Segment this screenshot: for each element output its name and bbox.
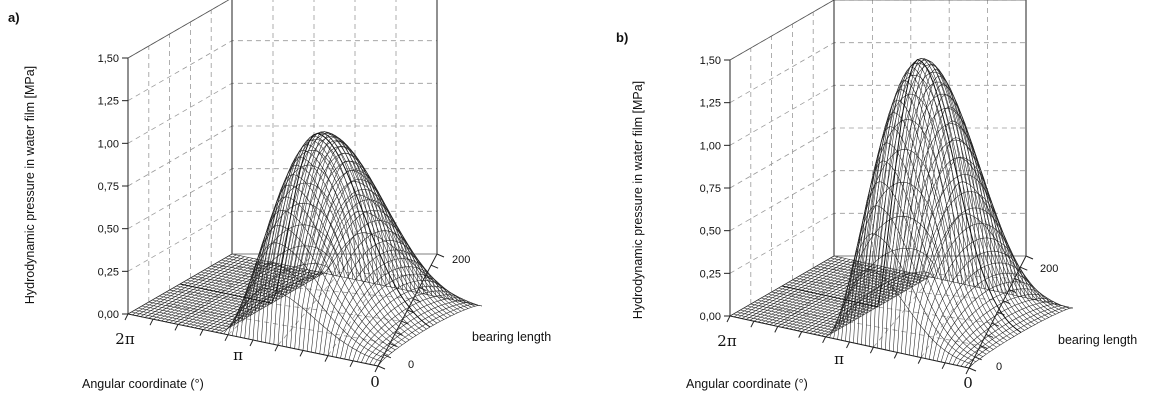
chart-a-y-tick-mark — [430, 264, 439, 269]
chart-a-x-tick-mark — [249, 339, 254, 347]
chart-b-ridge-line — [781, 58, 1022, 333]
chart-a-y-tick-mark — [401, 320, 409, 325]
chart-b-mesh-line — [936, 281, 1042, 362]
chart-b-x-axis-title: Angular coordinate (°) — [686, 377, 808, 391]
chart-b-x-tick-mark — [869, 346, 874, 354]
chart-a-x-tick-mark — [199, 329, 204, 336]
chart-b-z-tick-label: 0,75 — [700, 183, 721, 195]
chart-a-box-top — [127, 0, 230, 59]
chart-b-box-top — [729, 0, 1026, 61]
chart-b-y-tick-mark — [968, 367, 977, 372]
chart-b-x-tick-mark — [726, 315, 731, 323]
chart-a-floor-grid — [327, 253, 397, 356]
chart-a-x-tick-mark — [299, 350, 304, 357]
chart-b-y-tick-mark — [991, 322, 999, 327]
chart-a-x-tick-mark — [274, 344, 279, 352]
chart-b-z-tick-label: 1,50 — [700, 55, 721, 67]
chart-b-x-tick-mark — [941, 362, 946, 370]
chart-b-z-tick-label: 0,00 — [700, 311, 721, 323]
chart-a-x-axis-title: Angular coordinate (°) — [82, 377, 204, 391]
chart-a-floor-grid — [148, 301, 390, 344]
chart-panel-b: 0,00 0,25 0,50 0,75 1,00 1,25 1,50 2π π 0 0 200 Hydr… — [580, 0, 1153, 394]
chart-a-y-tick-label: 200 — [452, 254, 470, 266]
chart-a-panel-label: a) — [8, 10, 20, 25]
chart-b-x-tick-label: 2π — [717, 332, 737, 350]
chart-a-z-tick-label: 0,25 — [98, 266, 119, 278]
chart-a-y-tick-mark — [407, 309, 415, 314]
chart-a-z-tick-label: 1,00 — [98, 138, 119, 150]
chart-b-x-tick-mark — [750, 320, 755, 328]
surface-chart-b: 0,00 0,25 0,50 0,75 1,00 1,25 1,50 2π π 0 0 200 Hydr… — [616, 0, 1137, 392]
chart-a-floor-grid — [177, 253, 274, 325]
chart-a-x-tick-mark — [124, 313, 129, 321]
chart-b-mesh-line — [924, 250, 1030, 359]
chart-b-x-tick-mark — [822, 336, 827, 344]
chart-a-y-tick-mark — [419, 287, 427, 292]
chart-b-y-tick-mark — [1014, 277, 1022, 282]
chart-a-left-wall — [128, 0, 232, 314]
chart-b-z-tick-label: 1,25 — [700, 98, 721, 110]
chart-b-y-tick-label: 0 — [996, 361, 1002, 373]
chart-b-y-tick-mark — [1008, 289, 1017, 294]
chart-b-z-tick-label: 0,50 — [700, 226, 721, 238]
chart-a-x-tick-label: 0 — [370, 373, 380, 391]
chart-b-panel-label: b) — [616, 30, 628, 45]
surface-chart-a: 0,00 0,25 0,50 0,75 1,00 1,25 1,50 2π π 0 0 200 Hydr… — [8, 0, 551, 391]
chart-a-x-tick-mark — [374, 365, 379, 373]
chart-b-y-axis-title: bearing length — [1058, 333, 1137, 347]
chart-a-x-tick-mark — [349, 360, 354, 368]
chart-b-y-tick-mark — [1020, 266, 1028, 271]
chart-a-x-tick-mark — [174, 324, 179, 331]
chart-a-floor-grid — [277, 253, 356, 346]
chart-a-y-tick-mark — [395, 331, 403, 336]
chart-a-floor-grid — [190, 277, 414, 300]
chart-a-y-tick-mark — [377, 365, 386, 370]
chart-a-y-tick-mark — [383, 354, 392, 359]
chart-a-y-tick-mark — [389, 343, 397, 348]
chart-b-z-axis-title: Hydrodynamic pressure in water film [MPa… — [631, 81, 645, 319]
chart-a-x-tick-label: 2π — [115, 330, 135, 348]
chart-a-z-tick-label: 1,50 — [98, 53, 119, 65]
chart-a-y-tick-mark — [425, 275, 433, 280]
chart-a-y-tick-label: 0 — [408, 359, 414, 371]
chart-a-z-axis-title: Hydrodynamic pressure in water film [MPa… — [23, 66, 37, 304]
chart-a-mesh-line — [373, 303, 478, 366]
chart-a-right-wall — [232, 0, 437, 254]
chart-b-x-tick-mark — [774, 326, 779, 333]
chart-b-x-tick-label: π — [834, 350, 844, 368]
chart-b-y-tick-mark — [997, 311, 1005, 316]
chart-a-z-tick-label: 1,25 — [98, 96, 119, 108]
chart-b-z-tick-label: 0,25 — [700, 268, 721, 280]
chart-a-z-tick-label: 0,00 — [98, 309, 119, 321]
chart-b-x-tick-label: 0 — [963, 374, 973, 392]
chart-b-y-tick-mark — [974, 356, 982, 361]
chart-a-x-tick-label: π — [233, 346, 243, 364]
chart-b-z-tick-label: 1,00 — [700, 140, 721, 152]
chart-a-x-tick-mark — [324, 355, 329, 362]
chart-a-y-axis-title: bearing length — [472, 330, 551, 344]
chart-b-x-tick-mark — [893, 352, 898, 359]
chart-b-floor-grid — [777, 255, 873, 327]
chart-b-floor-grid — [750, 303, 981, 346]
chart-a-x-tick-mark — [149, 318, 154, 326]
chart-a-z-tick-label: 0,75 — [98, 181, 119, 193]
chart-b-y-tick-mark — [985, 333, 994, 338]
chart-a-y-tick-mark — [413, 298, 421, 303]
chart-a-z-tick-label: 0,50 — [98, 224, 119, 236]
chart-a-x-tick-mark — [224, 334, 229, 342]
chart-b-x-tick-mark — [965, 367, 970, 375]
chart-b-left-wall — [730, 0, 834, 316]
chart-a-ridge-line — [179, 132, 431, 328]
chart-b-y-tick-label: 200 — [1040, 263, 1058, 275]
chart-b-x-tick-mark — [846, 341, 850, 349]
chart-b-x-tick-mark — [798, 331, 803, 338]
chart-b-y-tick-mark — [1025, 255, 1034, 260]
chart-panel-a: 0,00 0,25 0,50 0,75 1,00 1,25 1,50 2π π 0 0 200 Hydr… — [8, 0, 551, 391]
chart-b-x-tick-mark — [917, 357, 922, 364]
chart-b-y-tick-mark — [980, 345, 988, 350]
chart-b-y-tick-mark — [1003, 300, 1011, 305]
chart-a-y-tick-mark — [436, 253, 445, 258]
